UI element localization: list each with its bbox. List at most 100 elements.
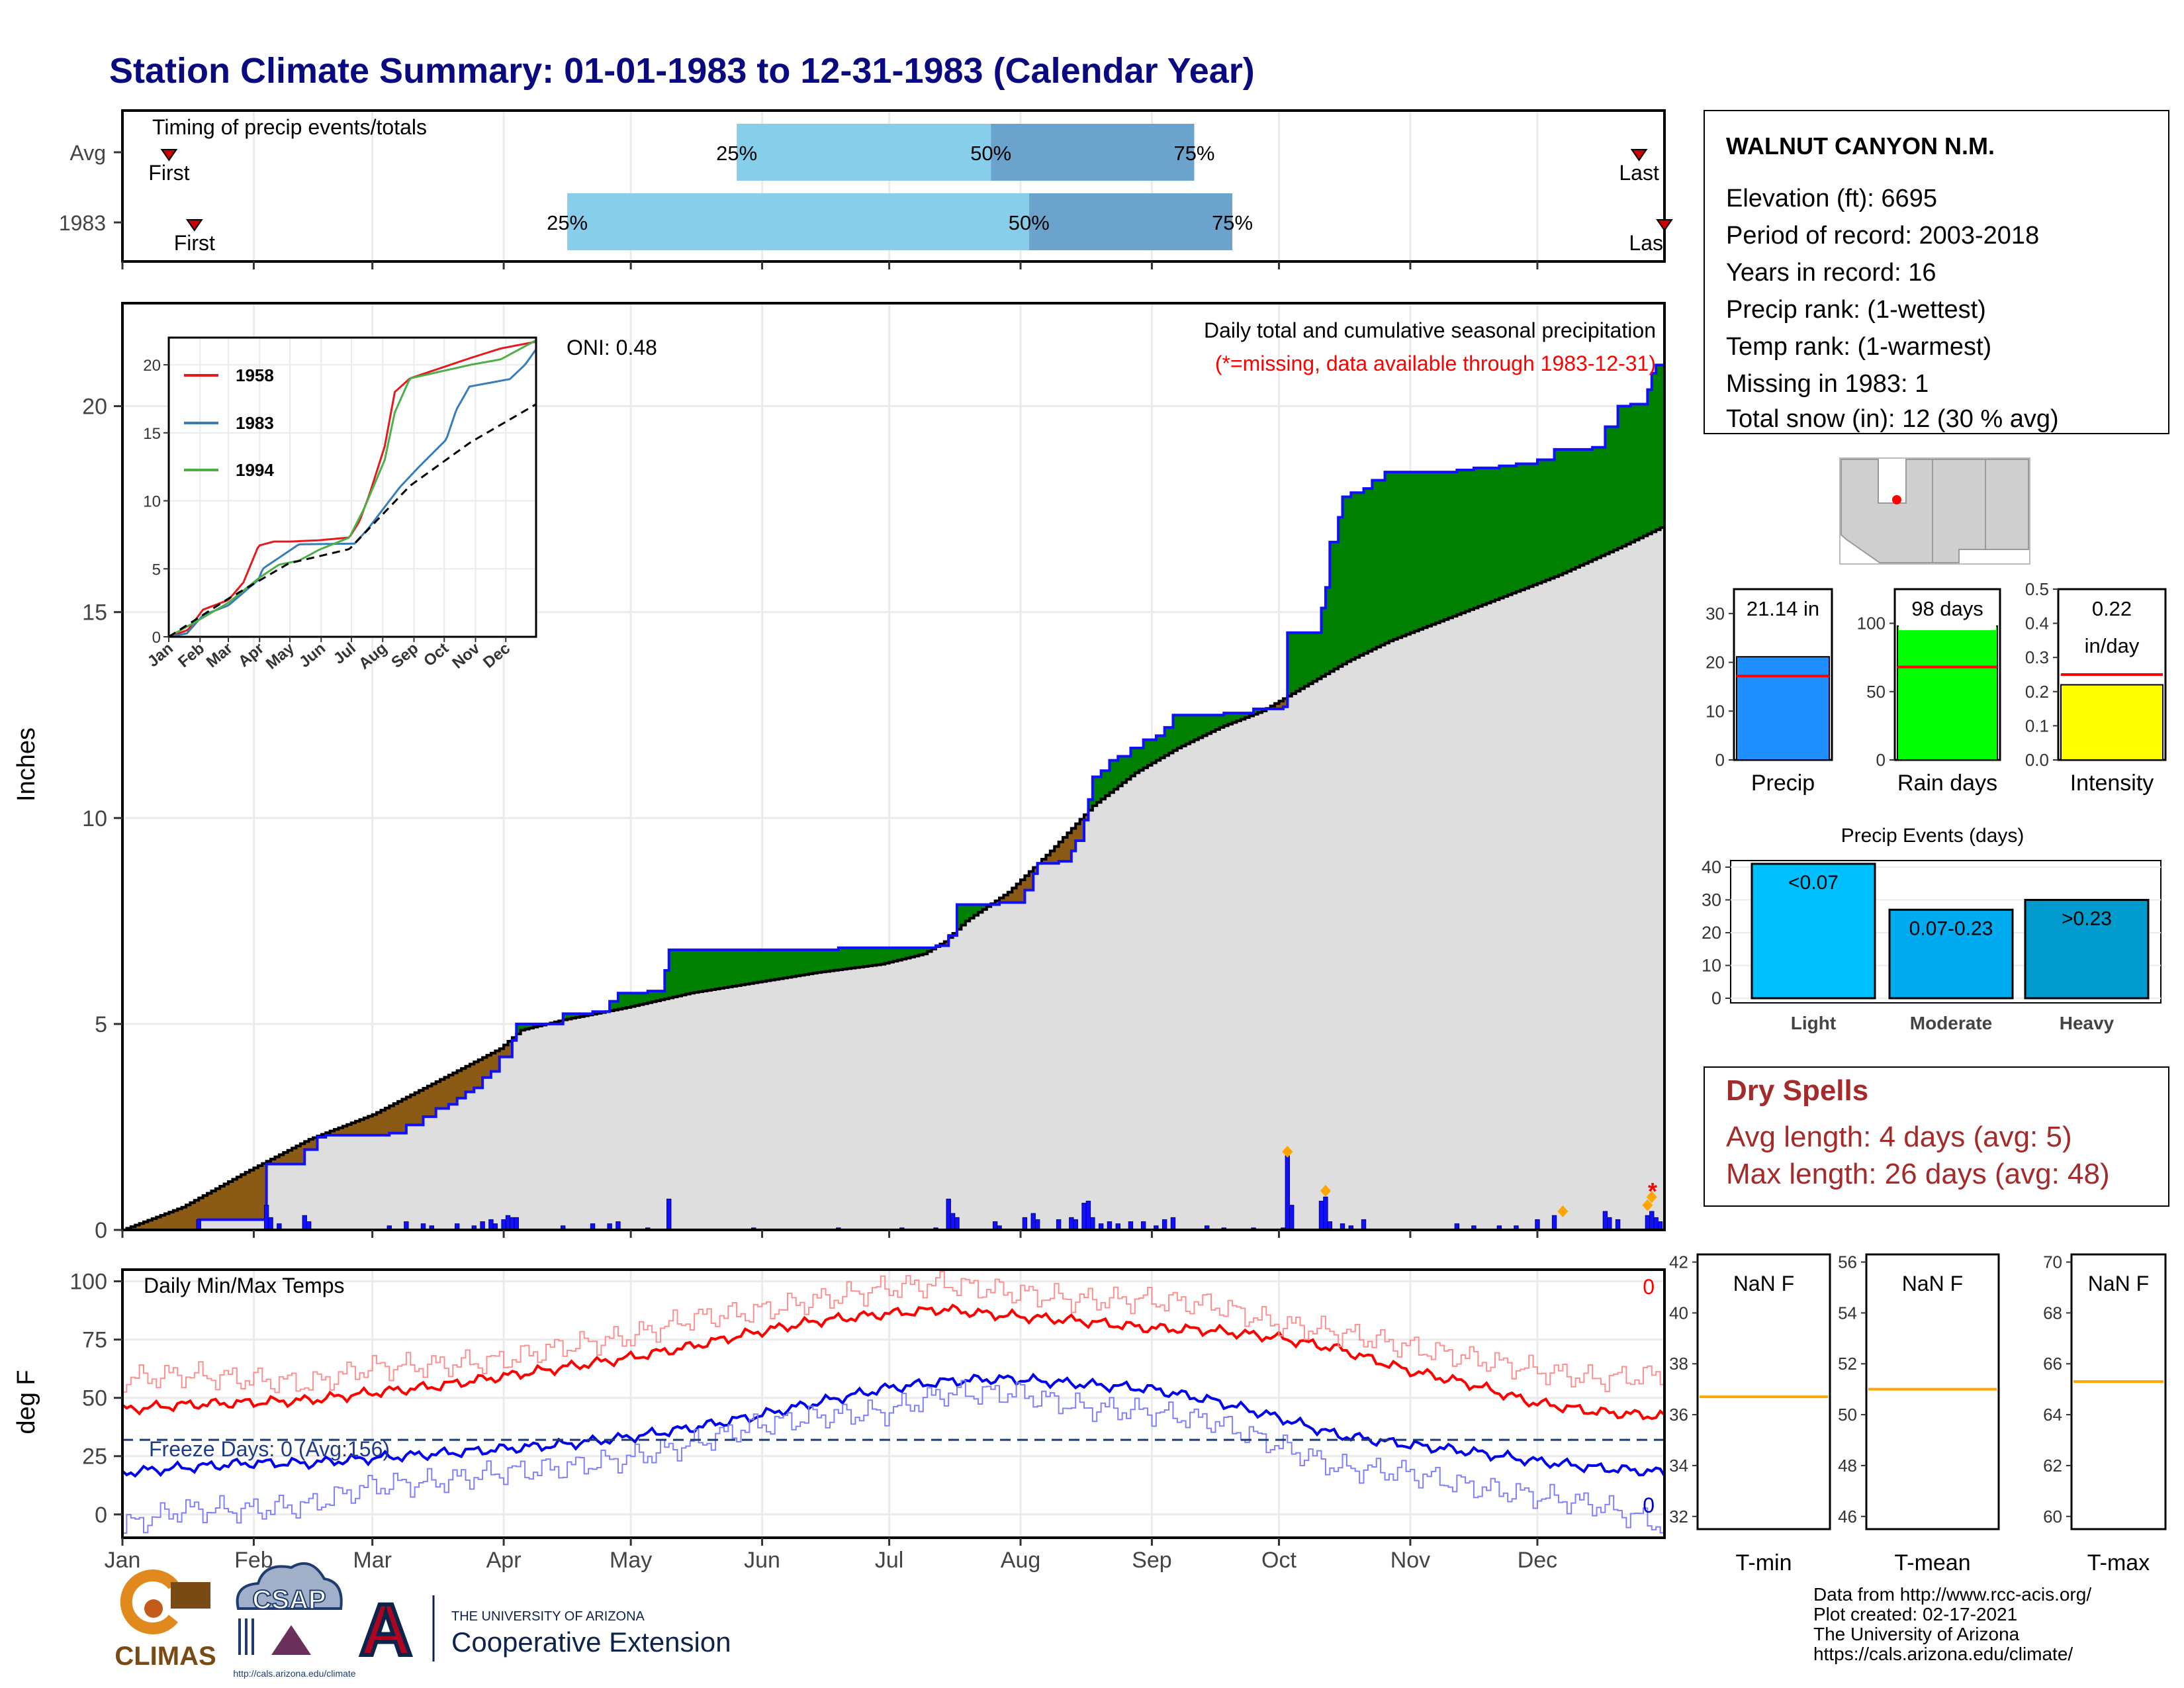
first-event-marker: [185, 219, 203, 232]
first-event-label: First: [148, 161, 189, 185]
mini-bar-tick-label: 0.2: [2025, 682, 2049, 702]
inset-average-line: [168, 403, 537, 638]
month-label: Feb: [234, 1548, 273, 1573]
precip-ytick-label: 15: [82, 600, 107, 626]
temp-box-tick-label: 52: [1838, 1354, 1857, 1374]
csap-url: http://cals.arizona.edu/climate: [233, 1668, 355, 1679]
climas-wordmark: CLIMAS: [114, 1642, 216, 1671]
temp-line-daily-max: [122, 1271, 1665, 1393]
credits: Data from http://www.rcc-acis.org/ Plot …: [1813, 1584, 2091, 1664]
daily-precip-bar: [1081, 1203, 1087, 1231]
temp-ytick-label: 100: [69, 1270, 107, 1295]
daily-precip-bar: [946, 1198, 951, 1231]
timing-bar-q3: [1028, 193, 1233, 250]
inset-ytick-label: 15: [143, 425, 161, 443]
temperature-summary-bars: NaN F 32 34 36 38 40 42 T-min NaN F 46 48 50 52 54 56 T…: [1669, 1252, 2167, 1575]
events-bar: [1888, 908, 2014, 1000]
mini-bar-value-label: 98 days: [1911, 597, 1983, 620]
daily-precip-bar: [950, 1213, 956, 1231]
timing-row-year-label: 1983: [59, 211, 106, 235]
events-tick-label: 40: [1702, 857, 1721, 877]
inset-legend-label: 1958: [236, 365, 274, 385]
university-of-arizona-logo: A THE UNIVERSITY OF ARIZONA Cooperative …: [357, 1587, 731, 1673]
events-tick-label: 10: [1702, 955, 1721, 975]
inset-frame: [167, 336, 537, 638]
temp-box-tick-label: 38: [1669, 1354, 1688, 1374]
first-event-marker: [160, 149, 178, 162]
snow-marker: [1646, 1191, 1657, 1203]
daily-precip-bar: [1034, 1219, 1040, 1231]
events-title: Precip Events (days): [1841, 825, 2025, 847]
daily-precip-bar: [1085, 1200, 1091, 1231]
max-count: 0: [1643, 1275, 1655, 1299]
temp-box-tick-label: 32: [1669, 1507, 1688, 1526]
page-title: Station Climate Summary: 01-01-1983 to 1…: [109, 51, 1255, 91]
mini-bar-value: [2060, 684, 2163, 761]
daily-precip-bar: [1535, 1219, 1540, 1231]
temp-box-tick-label: 66: [2043, 1354, 2062, 1374]
temp-box-caption: T-max: [2087, 1550, 2150, 1575]
temp-box-tick-label: 56: [1838, 1252, 1857, 1272]
station-info-box: WALNUT CANYON N.M. Elevation (ft): 6695 …: [1704, 110, 2169, 434]
daily-precip-bar: [263, 1205, 269, 1231]
dry-spells-title: Dry Spells: [1726, 1074, 1868, 1107]
mini-bar-tick-label: 0: [1876, 750, 1886, 770]
timing-bar-q2: [567, 193, 1029, 250]
inset-legend-label: 1994: [236, 460, 274, 480]
snow-marker: [1320, 1184, 1331, 1197]
daily-precip-bar: [1022, 1217, 1028, 1231]
locator-map: [1839, 457, 2030, 565]
arizona-a-icon: A: [359, 1589, 412, 1671]
daily-precip-bar: [1607, 1217, 1612, 1231]
daily-precip-bar: [302, 1215, 307, 1231]
mini-bar-tick-label: 50: [1866, 682, 1886, 702]
missing-note: (*=missing, data available through 1983-…: [1215, 352, 1656, 375]
daily-precip-bar: [1649, 1211, 1655, 1231]
credit-line-3: The University of Arizona: [1813, 1624, 2020, 1644]
timing-pct-label: 75%: [1212, 211, 1253, 234]
mini-bar-tick-label: 0.4: [2025, 614, 2049, 633]
daily-precip-bar: [1645, 1215, 1651, 1231]
inset-ytick-label: 5: [152, 561, 161, 579]
station-elevation: Elevation (ft): 6695: [1726, 185, 1937, 212]
daily-precip-bar: [268, 1217, 273, 1231]
last-event-label: Last: [1619, 161, 1659, 185]
timing-bar-q2: [737, 124, 991, 181]
daily-precip-bar: [1161, 1219, 1167, 1231]
observed-cumulative-line: [122, 359, 1666, 1231]
mini-bar-label-bg: [1738, 592, 1828, 630]
precip-ytick-label: 20: [82, 395, 107, 420]
temp-box-value: NaN F: [2088, 1272, 2149, 1295]
snow-marker: [1282, 1145, 1293, 1158]
mini-bar-tick-label: 0.3: [2025, 647, 2049, 667]
inset-ytick-label: 20: [143, 357, 161, 375]
events-category-label: Heavy: [2060, 1013, 2115, 1033]
snow-marker: [1642, 1199, 1653, 1211]
inset-month-label: Dec: [480, 639, 514, 672]
temp-box-value: NaN F: [1902, 1272, 1963, 1295]
mini-bar-label-bg: [2062, 592, 2161, 666]
temp-box-tick-label: 50: [1838, 1405, 1857, 1425]
daily-precip-bar: [1361, 1219, 1367, 1231]
temp-box-frame: [1865, 1253, 2000, 1530]
temp-ytick-label: 0: [95, 1503, 107, 1528]
temp-box-tick-label: 40: [1669, 1303, 1688, 1323]
temp-panel-label: Daily Min/Max Temps: [144, 1274, 344, 1297]
timing-pct-label: 75%: [1173, 142, 1214, 165]
daily-precip-bar: [1069, 1217, 1074, 1231]
last-event-marker: [1656, 219, 1673, 232]
temp-line-daily-min: [122, 1380, 1665, 1534]
month-label: Apr: [486, 1548, 522, 1573]
mini-bar-tick-label: 0.0: [2025, 750, 2049, 770]
temp-ytick-label: 75: [82, 1328, 107, 1353]
station-snow: Total snow (in): 12 (30 % avg): [1726, 405, 2059, 433]
temp-box-frame: [2070, 1253, 2167, 1530]
events-tick-label: 20: [1702, 923, 1721, 943]
inset-month-label: Oct: [420, 639, 452, 670]
mini-bar-value-label: 0.22: [2092, 597, 2132, 620]
temp-panel: 0 25 50 75 100 deg F Daily Min/Max Temps Fre…: [13, 1268, 1666, 1573]
inset-month-label: Nov: [449, 639, 484, 672]
mini-bar-value: [1736, 656, 1830, 761]
temp-ytick-label: 50: [82, 1386, 107, 1411]
